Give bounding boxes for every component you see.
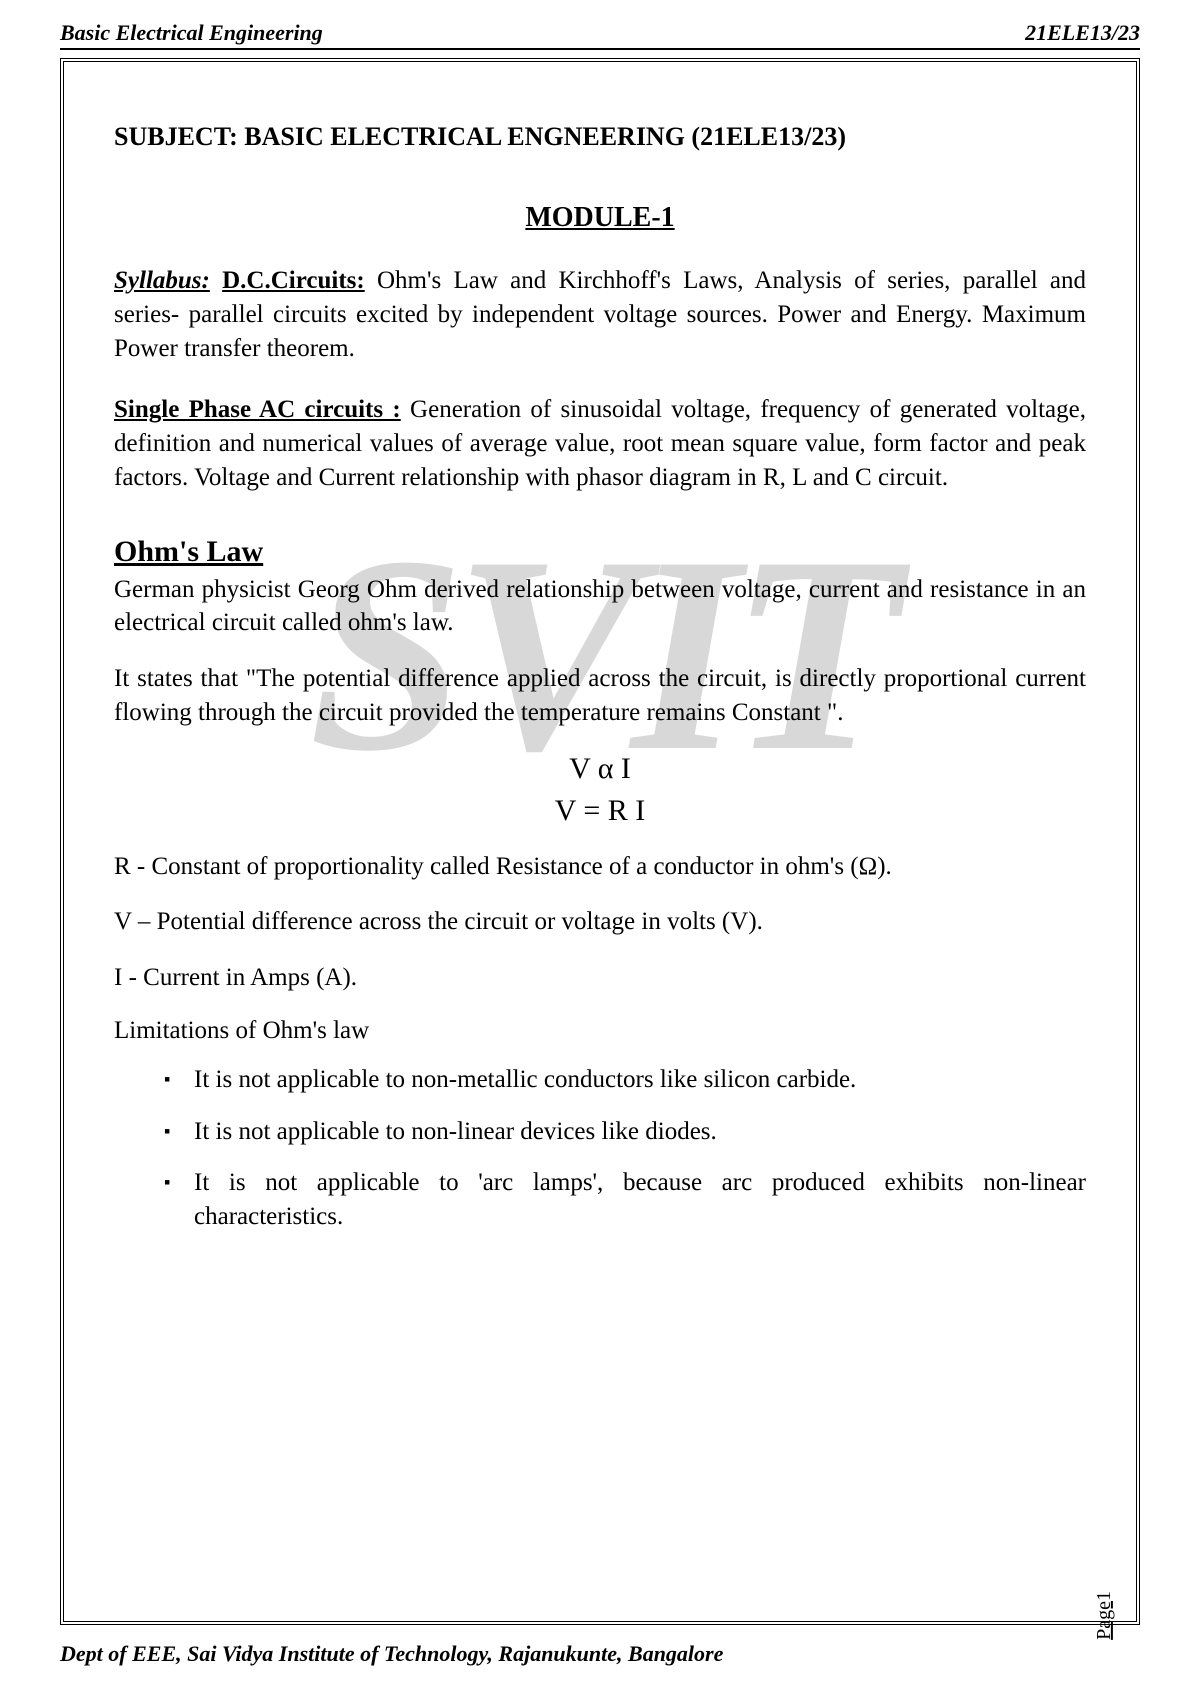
syllabus-dc: Syllabus: D.C.Circuits: Ohm's Law and Ki… xyxy=(114,264,1086,365)
ohms-intro: German physicist Georg Ohm derived relat… xyxy=(114,573,1086,641)
header-left: Basic Electrical Engineering xyxy=(60,20,323,46)
ohms-law-title: Ohm's Law xyxy=(114,535,1086,569)
syllabus-ac: Single Phase AC circuits : Generation of… xyxy=(114,393,1086,494)
r-definition: R - Constant of proportionality called R… xyxy=(114,850,1086,884)
list-item: It is not applicable to 'arc lamps', bec… xyxy=(164,1166,1086,1234)
page-footer: Dept of EEE, Sai Vidya Institute of Tech… xyxy=(60,1641,1140,1667)
equation-1: V α I xyxy=(114,752,1086,786)
header-right: 21ELE13/23 xyxy=(1025,20,1140,46)
page-num: 1 xyxy=(1093,1591,1115,1601)
equation-2: V = R I xyxy=(114,794,1086,828)
content-frame: SVIT SUBJECT: BASIC ELECTRICAL ENGNEERIN… xyxy=(60,58,1140,1625)
list-item: It is not applicable to non-linear devic… xyxy=(164,1115,1086,1149)
i-definition: I - Current in Amps (A). xyxy=(114,961,1086,995)
page-label: Page xyxy=(1093,1601,1115,1640)
limitations-list: It is not applicable to non-metallic con… xyxy=(114,1063,1086,1234)
subject-line: SUBJECT: BASIC ELECTRICAL ENGNEERING (21… xyxy=(114,122,1086,152)
page-container: Basic Electrical Engineering 21ELE13/23 … xyxy=(0,0,1200,1697)
page-number: Page1 xyxy=(1093,1591,1116,1640)
dc-label: D.C.Circuits: xyxy=(222,267,365,294)
v-definition: V – Potential difference across the circ… xyxy=(114,905,1086,939)
ac-label: Single Phase AC circuits : xyxy=(114,396,401,423)
syllabus-label: Syllabus: xyxy=(114,267,210,294)
content-layer: SUBJECT: BASIC ELECTRICAL ENGNEERING (21… xyxy=(114,122,1086,1234)
ohms-statement: It states that "The potential difference… xyxy=(114,662,1086,730)
page-header: Basic Electrical Engineering 21ELE13/23 xyxy=(60,20,1140,50)
module-title: MODULE-1 xyxy=(114,202,1086,234)
list-item: It is not applicable to non-metallic con… xyxy=(164,1063,1086,1097)
limitations-title: Limitations of Ohm's law xyxy=(114,1017,1086,1045)
